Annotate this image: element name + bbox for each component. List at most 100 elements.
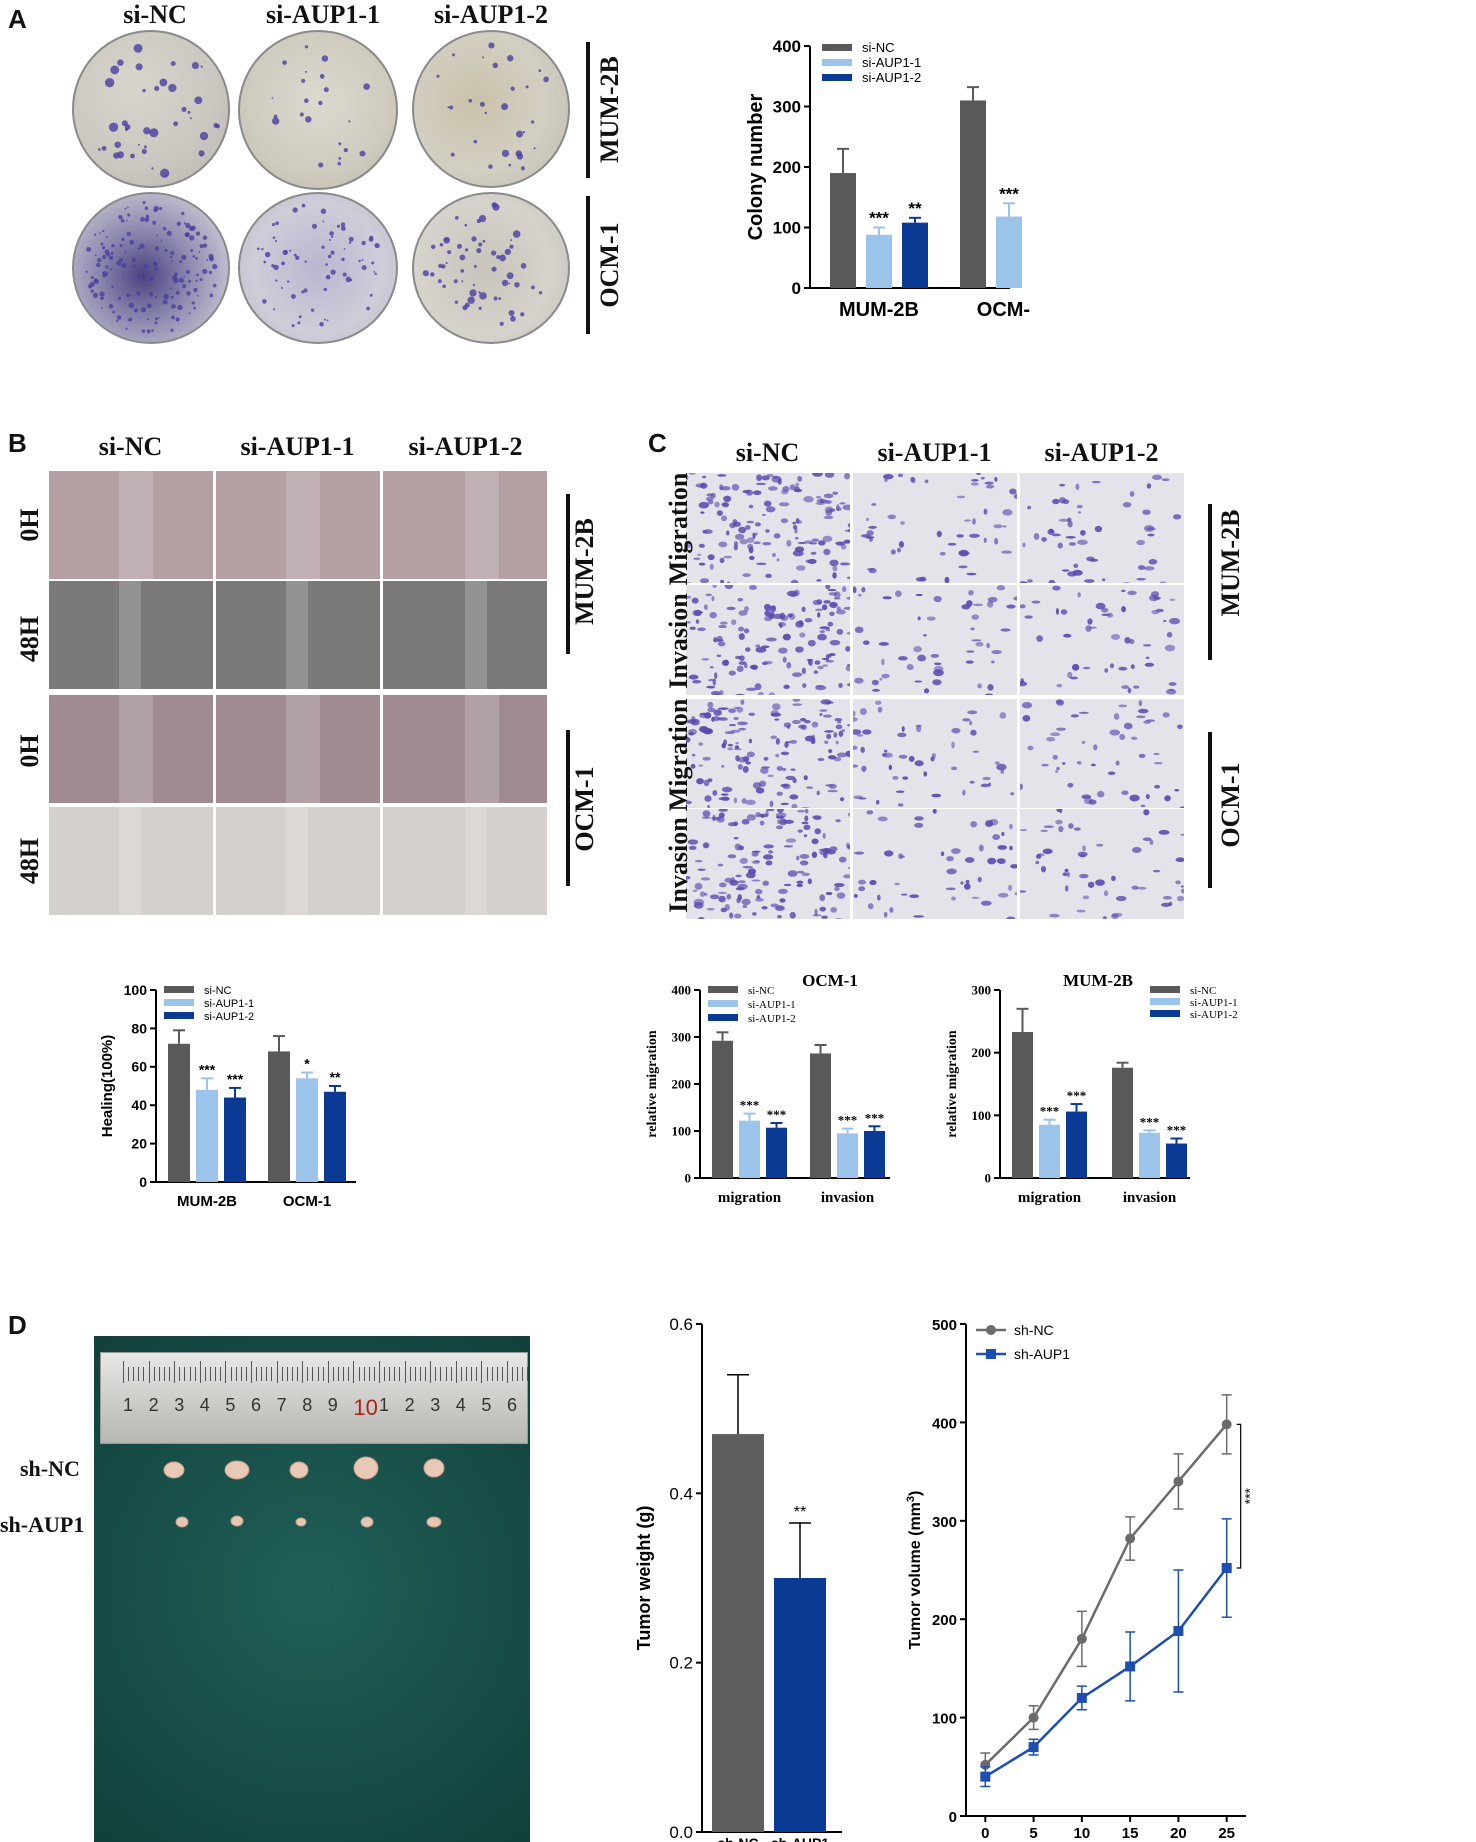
- y-tick-label: 200: [672, 1077, 692, 1092]
- significance-label: ***: [1140, 1114, 1160, 1129]
- stained-cell: [839, 502, 846, 505]
- colony-dot: [122, 276, 124, 279]
- stained-cell: [881, 658, 885, 666]
- stained-cell: [1161, 478, 1170, 482]
- stained-cell: [837, 720, 842, 724]
- wound-image-tile: [48, 806, 214, 916]
- stained-cell: [987, 600, 994, 608]
- colony-dot: [369, 293, 373, 297]
- colony-dot: [363, 83, 370, 90]
- stained-cell: [690, 763, 696, 769]
- bar: [830, 173, 856, 288]
- x-category-label: OCM-1: [977, 299, 1030, 321]
- colony-dot: [366, 306, 370, 311]
- tumor-sh-aup1: [230, 1515, 244, 1527]
- stained-cell: [1180, 888, 1184, 894]
- colony-dot: [457, 243, 462, 249]
- stained-cell: [735, 874, 742, 878]
- stained-cell: [713, 709, 722, 716]
- stained-cell: [783, 883, 792, 887]
- colony-dot: [151, 329, 154, 332]
- stained-cell: [727, 743, 734, 747]
- stained-cell: [1095, 879, 1105, 886]
- stained-cell: [1153, 752, 1160, 756]
- stained-cell: [1145, 656, 1150, 660]
- x-tick-label: 20: [1170, 1825, 1187, 1842]
- colony-dot: [298, 315, 302, 319]
- stained-cell: [718, 895, 726, 903]
- stained-cell: [693, 902, 704, 909]
- stained-cell: [829, 639, 841, 646]
- stained-cell: [792, 550, 804, 557]
- stained-cell: [869, 879, 877, 886]
- ruler-tick: [133, 1367, 135, 1381]
- colony-dot: [166, 230, 172, 236]
- stained-cell: [842, 504, 850, 511]
- colony-dish-mum2b-si-aup1-2: [412, 30, 570, 188]
- stained-cell: [1143, 525, 1155, 532]
- transwell-image-tile: [685, 584, 851, 696]
- stained-cell: [699, 482, 708, 489]
- stained-cell: [909, 894, 920, 899]
- y-axis-label: Tumor weight (g): [634, 1506, 654, 1651]
- stained-cell: [819, 894, 826, 902]
- stained-cell: [773, 533, 781, 539]
- stained-cell: [910, 477, 915, 483]
- transwell-image-tile: [685, 698, 851, 810]
- stained-cell: [987, 684, 994, 691]
- stained-cell: [846, 576, 850, 579]
- y-tick-label: 400: [773, 37, 801, 56]
- colony-dot: [299, 112, 304, 117]
- stained-cell: [1111, 875, 1116, 881]
- colony-dot: [491, 266, 497, 272]
- colony-dot: [126, 231, 131, 236]
- stained-cell: [1097, 790, 1105, 798]
- data-point: [1076, 1692, 1087, 1703]
- colony-dot: [154, 321, 158, 325]
- b-group-label-mum2b: MUM-2B: [570, 518, 599, 625]
- y-tick-label: 0: [985, 1171, 992, 1186]
- colony-dot: [179, 260, 183, 264]
- colony-dot: [196, 294, 199, 297]
- colony-dot: [149, 128, 159, 138]
- colony-dot: [325, 274, 331, 280]
- stained-cell: [932, 679, 942, 686]
- colony-dot: [522, 131, 526, 134]
- stained-cell: [1088, 626, 1098, 629]
- stained-cell: [738, 526, 747, 534]
- stained-cell: [798, 724, 806, 729]
- colony-dot: [162, 227, 167, 231]
- stained-cell: [702, 810, 711, 817]
- colony-dot: [139, 216, 145, 222]
- colony-dot: [101, 254, 107, 260]
- stained-cell: [816, 579, 822, 582]
- stained-cell: [1147, 533, 1155, 537]
- stained-cell: [854, 677, 864, 684]
- wound-gap: [119, 807, 141, 915]
- stained-cell: [860, 746, 865, 753]
- stained-cell: [1136, 539, 1146, 546]
- stained-cell: [749, 555, 755, 560]
- c-col-header-si-nc: si-NC: [735, 438, 800, 467]
- tumor-sh-nc: [423, 1458, 445, 1478]
- stained-cell: [1121, 790, 1129, 796]
- colony-dot: [319, 74, 325, 79]
- stained-cell: [1138, 700, 1143, 707]
- colony-dot: [156, 234, 159, 236]
- legend-swatch: [822, 74, 852, 81]
- colony-dot: [490, 250, 497, 256]
- colony-dot: [273, 308, 276, 311]
- stained-cell: [765, 637, 777, 642]
- y-tick-label: 200: [932, 1612, 957, 1629]
- stained-cell: [1064, 885, 1069, 892]
- colony-dot: [111, 243, 115, 248]
- stained-cell: [716, 635, 723, 642]
- cell-stain-overlay: [853, 700, 1015, 807]
- stained-cell: [834, 886, 840, 892]
- colony-dot: [85, 270, 88, 273]
- y-tick-label: 200: [972, 1045, 992, 1060]
- colony-dot: [133, 43, 143, 53]
- stained-cell: [884, 850, 894, 857]
- stained-cell: [1091, 481, 1102, 484]
- stained-cell: [963, 519, 972, 522]
